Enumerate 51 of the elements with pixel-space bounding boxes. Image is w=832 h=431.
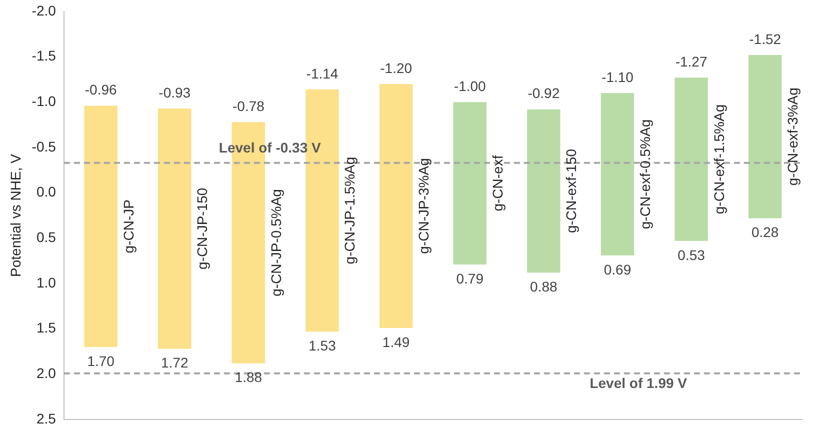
annotation: 0.88 (530, 278, 558, 295)
y-axis-title: Potential vs NHE, V (7, 153, 24, 277)
y-tick-label: 2.5 (36, 410, 56, 426)
x-tick-label: g-CN-exf-3%Ag (784, 88, 801, 186)
bar (379, 84, 413, 328)
bar (84, 106, 118, 348)
annotation: -1.00 (454, 78, 486, 94)
x-tick-label: g-CN-JP-0.5%Ag (268, 189, 284, 296)
annotation: -0.93 (158, 84, 191, 100)
annotation: -0.92 (528, 85, 560, 102)
annotation: 0.79 (456, 270, 484, 286)
bar (674, 78, 708, 241)
bar (748, 54, 782, 218)
y-tick-label: 1.0 (36, 274, 56, 290)
annotation: -1.27 (675, 53, 708, 70)
y-tick-label: 0.0 (36, 184, 56, 200)
annotation: -0.78 (232, 98, 265, 114)
annotation: 0.28 (751, 224, 779, 240)
annotation: 0.53 (678, 246, 706, 263)
annotation: 1.88 (234, 369, 262, 386)
bar (600, 93, 634, 256)
y-tick-label: -2.0 (32, 2, 56, 18)
annotation: -0.96 (84, 82, 117, 98)
y-tick-label: 0.5 (36, 229, 56, 246)
bar (453, 102, 486, 264)
annotation: 1.53 (308, 337, 336, 354)
y-tick-label: -1.0 (32, 92, 56, 109)
annotation: -1.20 (380, 60, 412, 76)
bar (158, 108, 192, 349)
annotation: 1.70 (87, 352, 115, 369)
y-tick-label: -0.5 (32, 138, 56, 154)
annotation: -1.10 (602, 68, 634, 85)
x-tick-label: g-CN-exf (489, 155, 506, 212)
annotation: 1.49 (382, 334, 410, 350)
annotation: 0.69 (604, 261, 632, 278)
annotation: -1.52 (749, 30, 782, 47)
x-tick-label: g-CN-JP-150 (194, 188, 210, 270)
y-tick-label: 2.0 (36, 365, 56, 382)
y-tick-label: -1.5 (32, 48, 56, 64)
x-tick-label: g-CN-exf-150 (563, 148, 580, 234)
bar (306, 89, 339, 332)
x-tick-label: g-CN-exf-0.5%Ag (636, 119, 653, 230)
x-tick-label: g-CN-JP-1.5%Ag (342, 156, 358, 264)
x-tick-label: g-CN-JP-3%Ag (416, 158, 432, 254)
annotation: -1.14 (306, 65, 338, 82)
annotation: 1.72 (161, 354, 188, 371)
bar (527, 109, 560, 273)
y-tick-label: 1.5 (36, 320, 56, 336)
ref-line-label: Level of 1.99 V (590, 375, 688, 392)
x-tick-label: g-CN-JP (120, 200, 136, 254)
x-tick-label: g-CN-exf-1.5%Ag (710, 104, 727, 214)
